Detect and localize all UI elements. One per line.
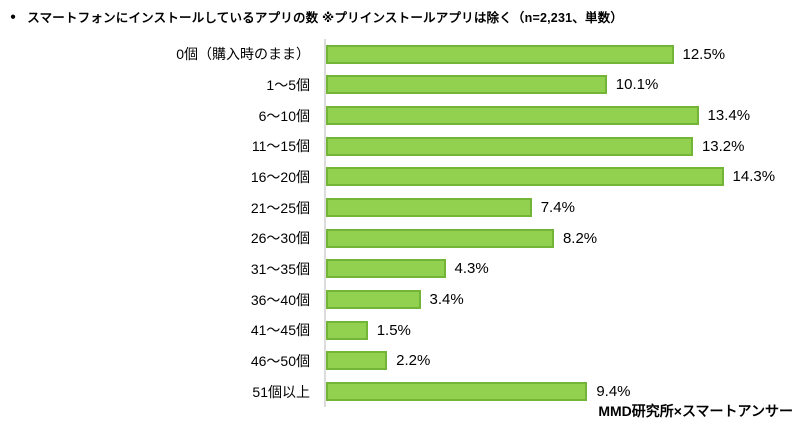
category-label: 26～30個 [250, 230, 310, 247]
value-label: 2.2% [396, 352, 431, 370]
bar [326, 382, 588, 402]
bar [326, 198, 532, 218]
value-label: 8.2% [562, 229, 598, 247]
bar-track: 12.5% [324, 39, 800, 70]
bar [326, 136, 693, 156]
bar-row: 46～50個 2.2% [0, 345, 800, 377]
bar-row: 6～10個 13.4% [0, 100, 800, 131]
bar-track: 13.2% [324, 130, 800, 162]
value-label: 10.1% [615, 76, 659, 94]
bar-row: 51個以上 9.4% [0, 376, 800, 407]
bar-row: 36～40個 3.4% [0, 284, 800, 315]
chart-title: スマートフォンにインストールしているアプリの数 ※プリインストールアプリは除く（… [27, 11, 624, 25]
bar-track: 9.4% [324, 376, 800, 407]
bar-row: 21～25個 7.4% [0, 192, 800, 223]
source-credit: MMD研究所×スマートアンサー [598, 403, 793, 419]
bar [326, 167, 724, 187]
bar-track: 2.2% [324, 345, 800, 377]
value-label: 7.4% [540, 199, 575, 217]
category-label: 21～25個 [250, 199, 310, 216]
bar-track: 7.4% [324, 192, 800, 223]
category-label: 6～10個 [258, 107, 310, 124]
bar [326, 75, 607, 95]
bar-row: 1～5個 10.1% [0, 69, 800, 101]
value-label: 14.3% [732, 168, 776, 186]
bar-track: 14.3% [324, 161, 800, 193]
bar-row: 0個（購入時のまま） 12.5% [0, 39, 800, 70]
bar [326, 44, 674, 64]
bar [326, 320, 368, 340]
value-label: 13.4% [707, 107, 751, 125]
category-label: 11～15個 [251, 138, 310, 155]
bar [326, 351, 388, 371]
bar-track: 8.2% [324, 222, 800, 254]
value-label: 12.5% [682, 45, 726, 63]
bar-chart: 0個（購入時のまま） 12.5% 1～5個 10.1% 6～10個 13.4% … [0, 39, 800, 407]
bar [326, 228, 554, 248]
bar-row: 31～35個 4.3% [0, 253, 800, 285]
bar-row: 11～15個 13.2% [0, 130, 800, 162]
category-label: 36～40個 [250, 291, 310, 308]
value-label: 4.3% [454, 260, 489, 278]
bar-track: 3.4% [324, 284, 800, 315]
chart-title-row: ● スマートフォンにインストールしているアプリの数 ※プリインストールアプリは除… [10, 7, 623, 26]
bar-track: 13.4% [324, 100, 800, 131]
value-label: 3.4% [429, 291, 464, 309]
value-label: 9.4% [596, 383, 631, 401]
bar-row: 41～45個 1.5% [0, 314, 800, 346]
bullet-icon: ● [10, 11, 17, 22]
category-label: 46～50個 [250, 352, 310, 369]
bar-track: 1.5% [324, 314, 800, 346]
category-label: 41～45個 [250, 322, 310, 339]
bar-row: 16～20個 14.3% [0, 161, 800, 193]
bar [326, 106, 699, 126]
value-label: 13.2% [701, 137, 745, 155]
bar-track: 10.1% [324, 69, 800, 101]
bar-track: 4.3% [324, 253, 800, 285]
category-label: 0個（購入時のまま） [176, 46, 310, 63]
category-label: 51個以上 [252, 383, 310, 400]
category-label: 16～20個 [250, 168, 310, 185]
value-label: 1.5% [376, 321, 411, 339]
category-label: 1～5個 [266, 76, 310, 93]
category-label: 31～35個 [250, 260, 310, 277]
bar [326, 290, 421, 310]
bar-row: 26～30個 8.2% [0, 222, 800, 254]
bar [326, 259, 446, 279]
